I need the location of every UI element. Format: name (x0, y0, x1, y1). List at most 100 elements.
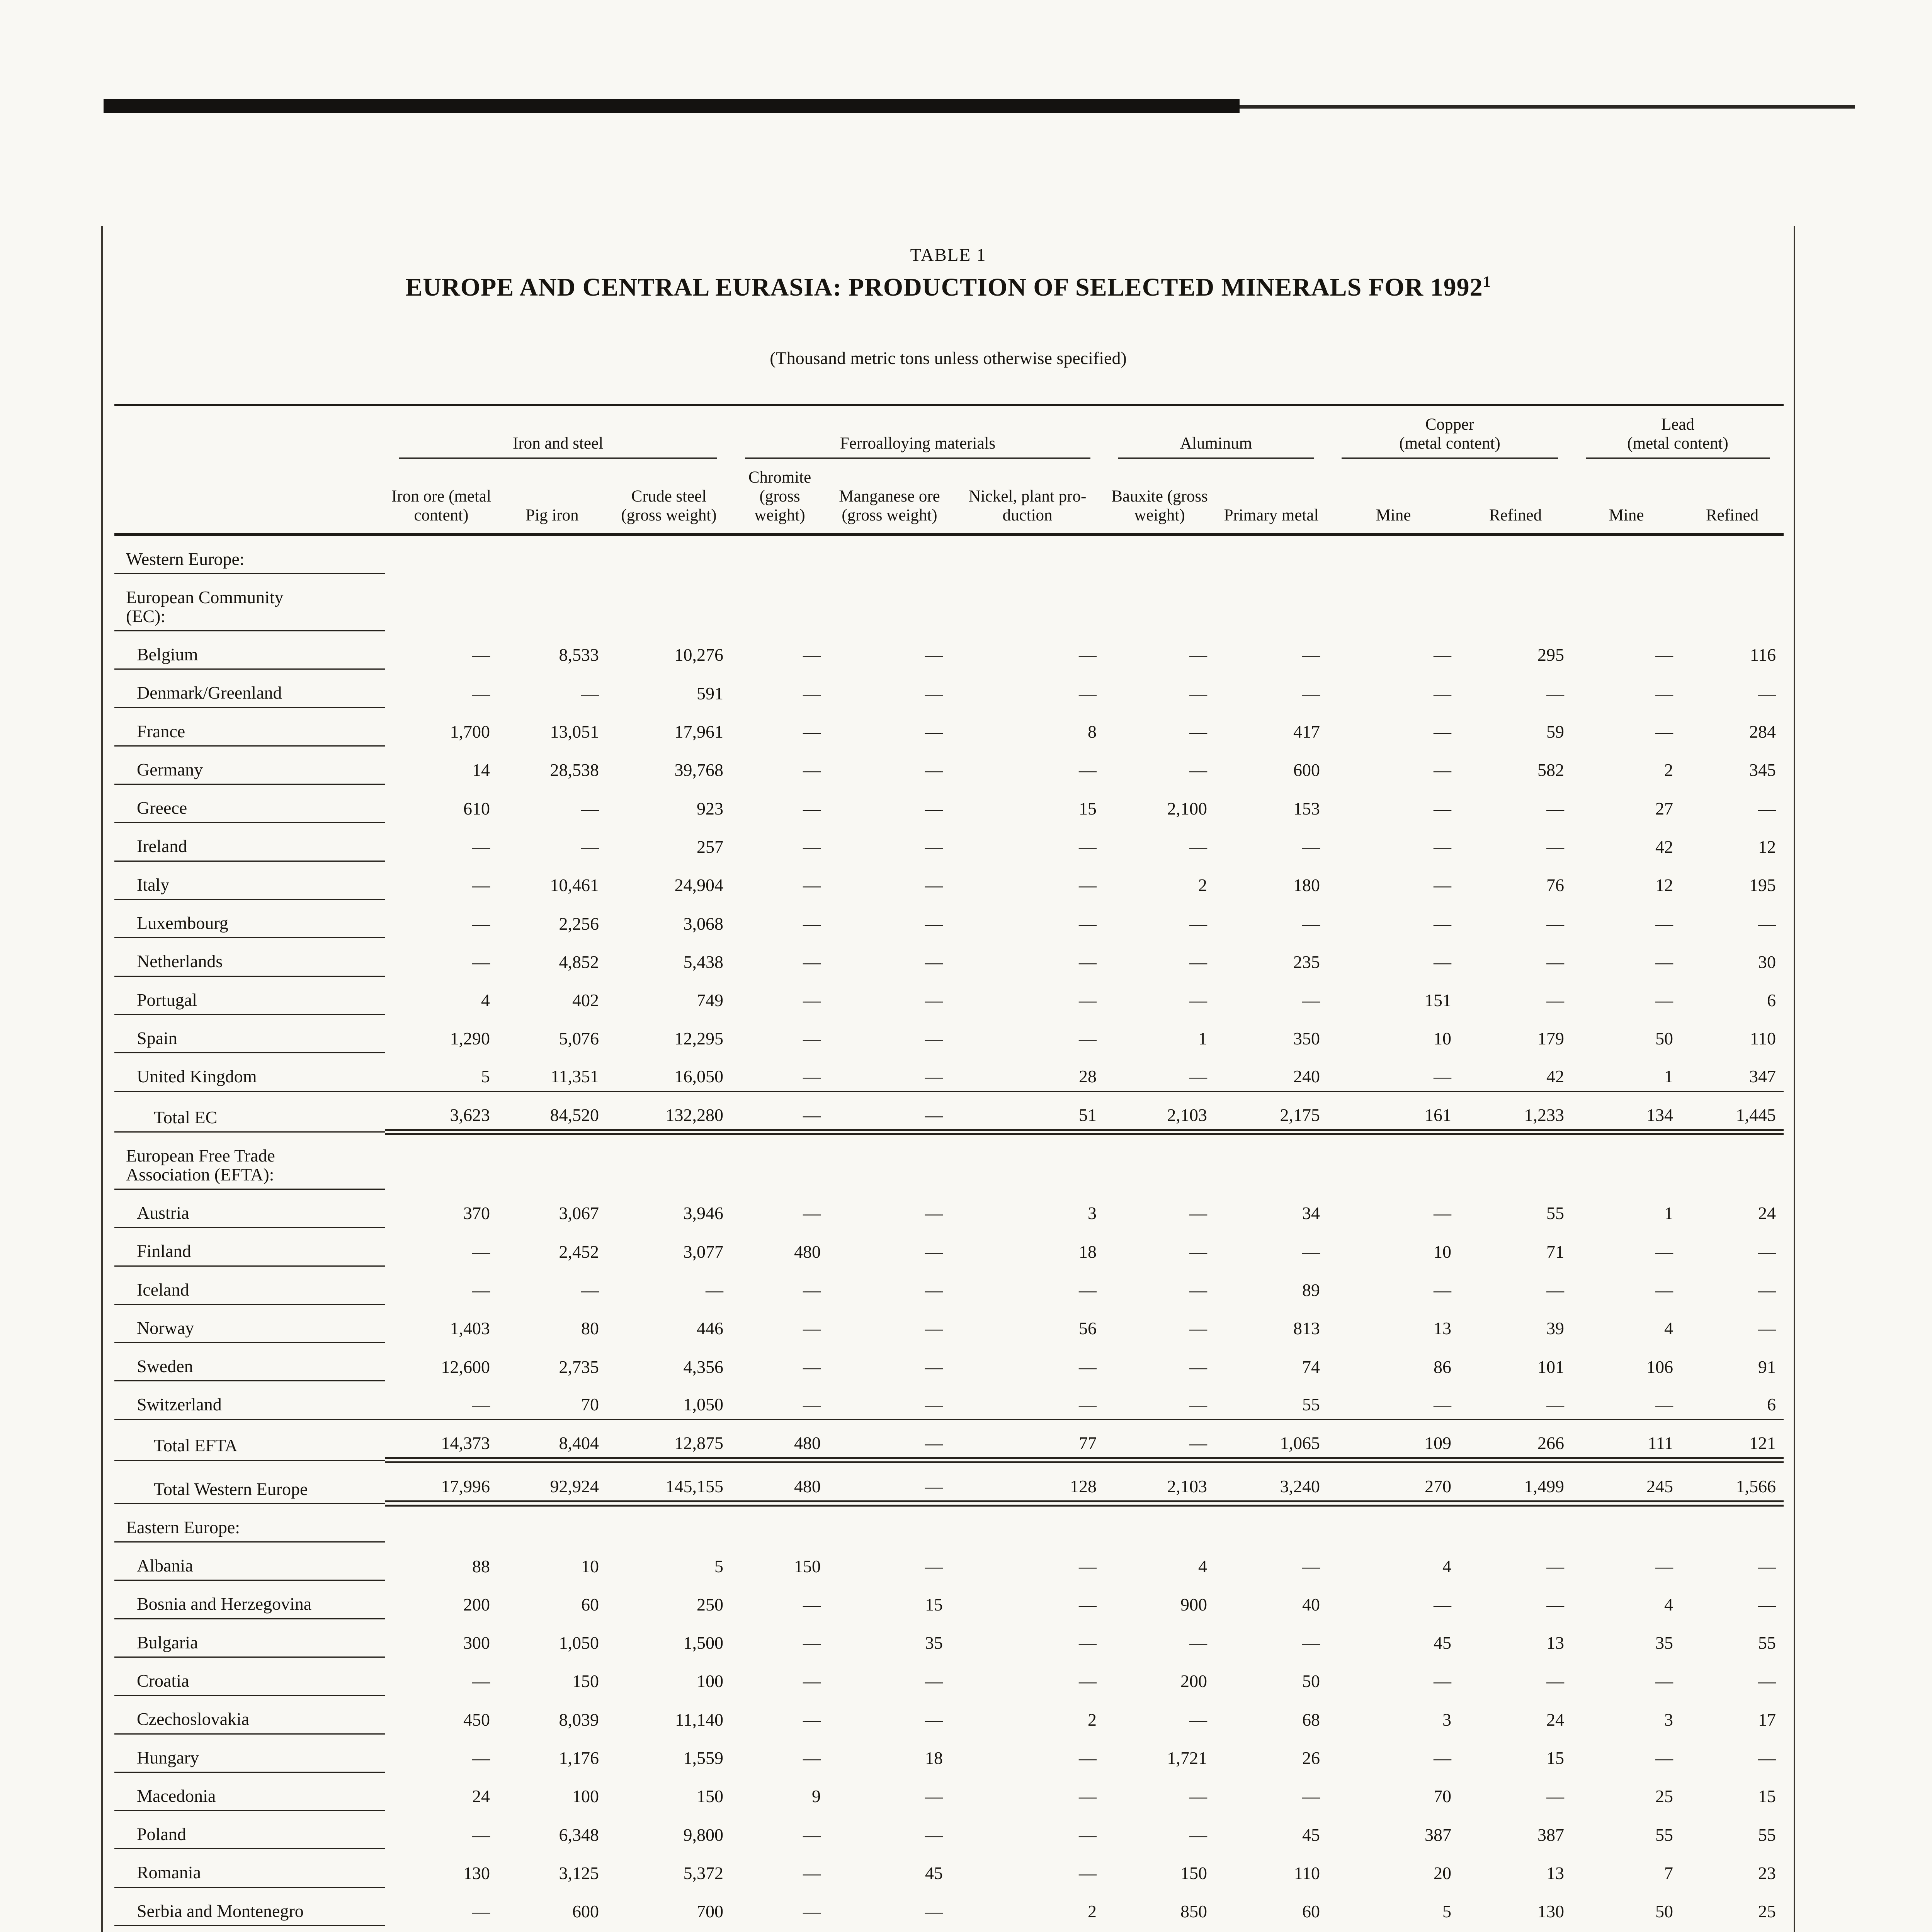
cell (1215, 574, 1328, 631)
cell: 345 (1749, 760, 1776, 780)
table-row: Norway 1,403 80 446 — — 56 — 813 13 39 4 — (114, 1304, 1784, 1344)
cell: 2,175 (1215, 1090, 1328, 1135)
cell: — (1434, 760, 1452, 780)
row-label: Finland (114, 1227, 385, 1267)
cell: 2 (1088, 1901, 1097, 1922)
cell: 10,276 (674, 645, 724, 665)
cell: 2,100 (1167, 798, 1208, 818)
cell: — (1079, 1357, 1097, 1377)
cell: 2 (1664, 760, 1673, 780)
cell: 2 (1088, 1709, 1097, 1730)
cell (1572, 1503, 1681, 1542)
cell: 150 (697, 1786, 724, 1806)
cell: 134 (1572, 1090, 1681, 1135)
cell: — (1079, 875, 1097, 895)
table-row: Albania 88 10 5 150 — — 4 — 4 — — — (114, 1542, 1784, 1581)
row-label: Sweden (114, 1342, 385, 1382)
cell: — (731, 1090, 829, 1135)
cell: — (472, 1280, 490, 1300)
cell (1572, 1132, 1681, 1189)
cell: 3 (1664, 1709, 1673, 1730)
cell: 5 (714, 1556, 724, 1576)
cell (607, 1503, 731, 1542)
cell (498, 1132, 607, 1189)
cell: 600 (572, 1901, 599, 1922)
cell: 4 (1664, 1594, 1673, 1614)
row-label: Albania (114, 1542, 385, 1581)
row-label: Italy (114, 861, 385, 900)
cell (607, 1132, 731, 1189)
cell: — (1434, 913, 1452, 934)
cell: 110 (1294, 1863, 1320, 1883)
cell: 111 (1572, 1418, 1681, 1463)
cell: 10,461 (550, 875, 599, 895)
cell: 12 (1655, 875, 1673, 895)
cell: — (1189, 1709, 1208, 1730)
cell: — (1546, 952, 1565, 972)
cell: — (1758, 1556, 1776, 1576)
cell: — (925, 1280, 943, 1300)
cell: 150 (794, 1556, 821, 1576)
row-label: Germany (114, 746, 385, 785)
cell: — (803, 913, 821, 934)
cell: 10 (1434, 1029, 1452, 1049)
cell: — (1079, 760, 1097, 780)
cell: — (1302, 683, 1320, 703)
cell (828, 535, 951, 574)
group-spanner: Aluminum (1118, 434, 1314, 459)
cell: 100 (697, 1671, 724, 1691)
cell: — (1302, 1633, 1320, 1653)
cell: 1,290 (450, 1029, 490, 1049)
top-rule-thin (1240, 105, 1855, 109)
group-label: Ferroalloying materials (840, 434, 996, 453)
cell: — (1302, 1556, 1320, 1576)
cell: 91 (1758, 1357, 1776, 1377)
table-row: Slovenia——400————65——35 (114, 1925, 1784, 1932)
group-label: Copper (1425, 415, 1475, 434)
cell: — (1434, 837, 1452, 857)
row-label: Greece (114, 784, 385, 823)
cell: 12,600 (441, 1357, 490, 1377)
cell: — (1758, 798, 1776, 818)
cell (385, 1503, 498, 1542)
table-row: Greece 610 — 923 — — 15 2,100 153 — — 27 — (114, 784, 1784, 823)
cell: 12 (1758, 837, 1776, 857)
cell: 8,533 (559, 645, 599, 665)
column-header-manganese-ore: Manganese ore (gross weight) (828, 459, 951, 536)
group-label: Aluminum (1180, 434, 1252, 453)
cell: — (1189, 1395, 1208, 1415)
cell: 480 (794, 1242, 821, 1262)
cell (498, 1503, 607, 1542)
row-label: Total EFTA (114, 1419, 385, 1461)
cell (1681, 1503, 1784, 1542)
cell: 1,500 (683, 1633, 724, 1653)
cell: — (1079, 913, 1097, 934)
cell: — (925, 990, 943, 1010)
cell: — (1758, 1318, 1776, 1338)
cell: 23 (1758, 1863, 1776, 1883)
row-label: Spain (114, 1014, 385, 1054)
table-row: Spain 1,290 5,076 12,295 — — — 1 350 10 179 50 110 (114, 1014, 1784, 1054)
cell: 128 (951, 1459, 1105, 1507)
cell: — (472, 1242, 490, 1262)
page-title: EUROPE AND CENTRAL EURASIA: PRODUCTION O… (118, 272, 1778, 302)
cell: — (472, 952, 490, 972)
table-row: Ireland — — 257 — — — — — — — 42 12 (114, 822, 1784, 862)
row-label: Netherlands (114, 937, 385, 977)
cell: — (803, 990, 821, 1010)
cell: 89 (1302, 1280, 1320, 1300)
cell: — (803, 1066, 821, 1087)
table-row: Germany 14 28,538 39,768 — — — — 600 — 582 2 345 (114, 746, 1784, 785)
cell: 30 (1758, 952, 1776, 972)
cell: — (1328, 1926, 1459, 1932)
column-header-row: Iron ore (metal content) Pig iron Crude … (114, 459, 1784, 536)
cell: 76 (1546, 875, 1565, 895)
cell: 80 (581, 1318, 599, 1338)
column-header-copper-mine: Mine (1328, 459, 1459, 536)
section-row: Western Europe: (114, 534, 1784, 575)
cell: 10 (1434, 1242, 1452, 1262)
table-label: TABLE 1 (910, 245, 986, 265)
cell: 60 (1302, 1901, 1320, 1922)
cell: — (1079, 990, 1097, 1010)
cell (1328, 535, 1459, 574)
